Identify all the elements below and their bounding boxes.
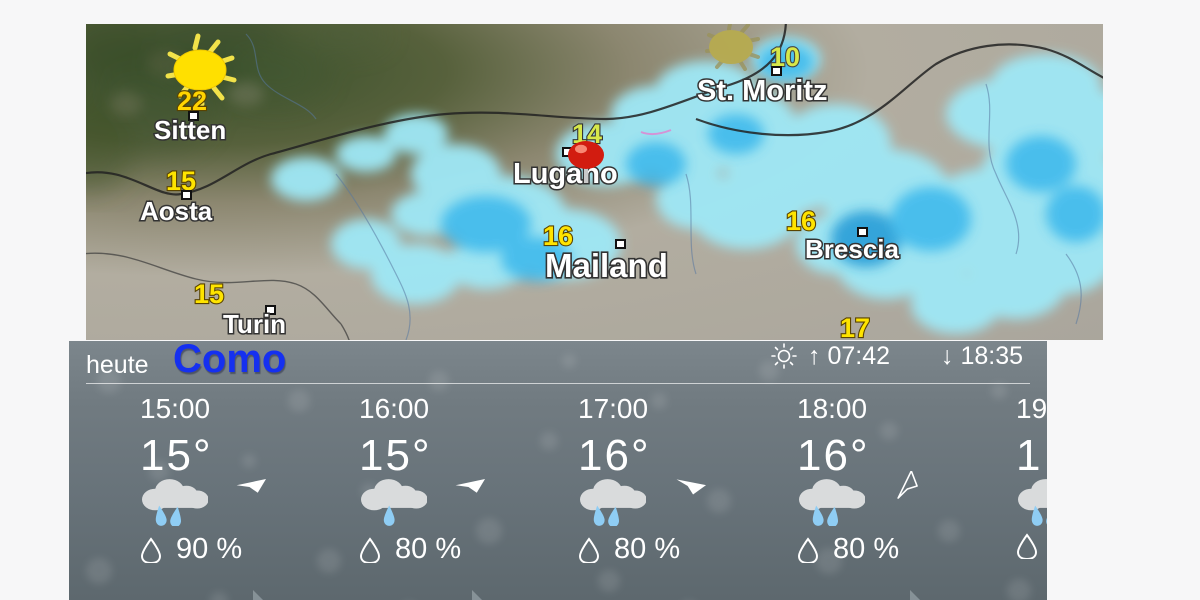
svg-text:15: 15	[194, 279, 224, 309]
svg-text:Sitten: Sitten	[154, 115, 226, 145]
svg-text:17: 17	[840, 313, 870, 340]
svg-text:Lugano: Lugano	[513, 158, 618, 190]
svg-text:St. Moritz: St. Moritz	[697, 75, 828, 107]
svg-text:Turin: Turin	[223, 309, 286, 339]
svg-text:16: 16	[786, 206, 816, 236]
svg-text:Aosta: Aosta	[140, 196, 213, 226]
svg-text:Mailand: Mailand	[545, 247, 668, 284]
svg-text:Brescia: Brescia	[805, 234, 899, 264]
